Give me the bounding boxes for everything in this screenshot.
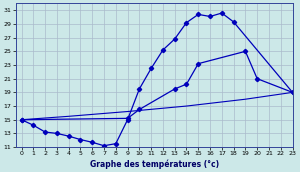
X-axis label: Graphe des températures (°c): Graphe des températures (°c) [89,159,219,169]
